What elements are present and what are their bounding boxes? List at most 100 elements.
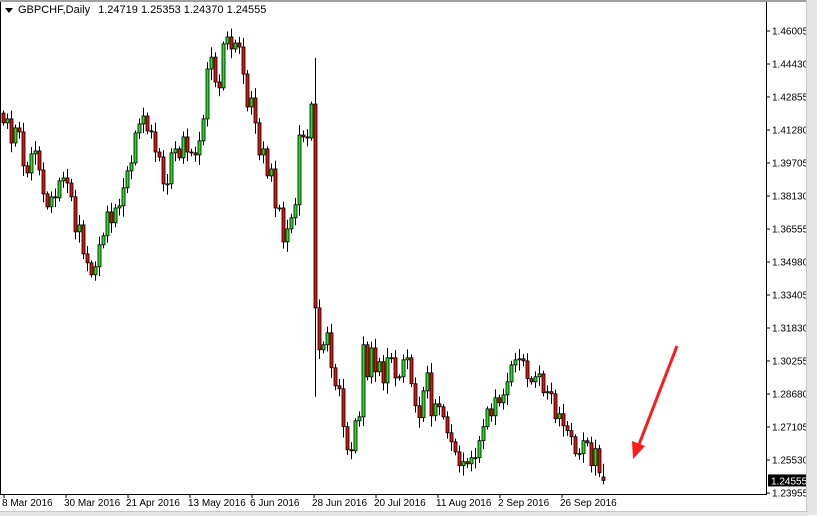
bear-candle-body (345, 426, 350, 451)
candle (333, 363, 338, 391)
dropdown-triangle-icon[interactable] (5, 7, 13, 13)
bear-candle-body (333, 367, 338, 387)
candle (541, 370, 546, 397)
bear-candle-body (365, 344, 370, 378)
candle (505, 372, 510, 405)
candle (473, 447, 478, 469)
candle (497, 394, 502, 407)
bear-candle-body (189, 151, 194, 154)
bear-candle-body (445, 416, 450, 434)
bull-candle-body (501, 394, 506, 404)
bear-candle-body (241, 46, 246, 75)
bear-candle-body (281, 207, 286, 243)
candle (261, 141, 266, 164)
date-tick-label: 13 May 2016 (188, 498, 246, 509)
candle (113, 203, 118, 228)
candle (145, 112, 150, 135)
bear-candle-body (73, 196, 78, 233)
window-right-edge (806, 0, 817, 515)
candle (193, 146, 198, 162)
candle (65, 168, 70, 194)
candle (101, 232, 106, 249)
bull-candle-body (49, 196, 54, 208)
bear-candle-body (25, 165, 30, 174)
candle (105, 205, 110, 243)
candle (205, 62, 210, 127)
bear-candle-body (305, 136, 310, 139)
bull-candle-body (261, 148, 266, 156)
bull-candle-body (537, 373, 542, 378)
price-tick-label: 1.39705 (772, 159, 809, 170)
window-top-border (0, 0, 808, 2)
candle (569, 423, 574, 446)
candle (109, 202, 114, 233)
candle (357, 411, 362, 427)
current-price-value: 1.24555 (771, 476, 808, 487)
bull-candle-body (297, 134, 302, 206)
bear-candle-body (525, 360, 530, 380)
bear-candle-body (597, 448, 602, 474)
bull-candle-body (141, 115, 146, 125)
candle (185, 128, 190, 162)
candle (25, 161, 30, 178)
candle (5, 113, 10, 129)
bear-candle-body (529, 378, 534, 383)
bull-candle-body (309, 103, 314, 139)
bull-candle-body (105, 211, 110, 237)
symbol-timeframe: GBPCHF,Daily (18, 4, 91, 16)
bear-candle-body (437, 403, 442, 408)
bear-candle-body (349, 449, 354, 452)
bear-candle-body (153, 131, 158, 153)
bear-candle-body (229, 36, 234, 50)
price-tick-label: 1.41280 (772, 126, 809, 137)
bull-candle-body (33, 150, 38, 155)
candle (445, 411, 450, 439)
candle (425, 365, 430, 399)
bull-candle-body (77, 224, 82, 233)
date-tick-label: 2 Sep 2016 (498, 498, 550, 509)
candle (589, 436, 594, 473)
candle (493, 389, 498, 426)
candle (49, 191, 54, 213)
bear-candle-body (41, 169, 46, 195)
bull-candle-body (533, 376, 538, 383)
bull-candle-body (285, 228, 290, 243)
bull-candle-body (361, 344, 366, 418)
bear-candle-body (85, 253, 90, 264)
bear-candle-body (45, 193, 50, 208)
candle (393, 350, 398, 387)
candle (601, 463, 606, 485)
bear-candle-body (337, 385, 342, 390)
bull-candle-body (61, 177, 66, 182)
candle (329, 323, 334, 378)
candle (469, 450, 474, 472)
bear-candle-body (177, 148, 182, 159)
candle (273, 160, 278, 218)
candle (597, 444, 602, 478)
bull-candle-body (461, 461, 466, 467)
candle (73, 189, 78, 240)
bear-candle-body (21, 131, 26, 167)
candle (573, 434, 578, 457)
bear-candle-body (329, 332, 334, 369)
candle (177, 146, 182, 161)
candle (461, 452, 466, 476)
candle (269, 163, 274, 182)
bull-candle-body (389, 357, 394, 360)
bear-candle-body (89, 262, 94, 276)
candle (9, 110, 14, 153)
candle (13, 124, 18, 147)
candle (85, 246, 90, 272)
bull-candle-body (557, 413, 562, 420)
candle (181, 131, 186, 164)
bear-candle-body (489, 408, 494, 417)
current-price-label: 1.24555 (768, 474, 808, 487)
bull-candle-body (165, 183, 170, 186)
bull-candle-body (277, 207, 282, 210)
bear-candle-body (161, 156, 166, 185)
bull-candle-body (181, 136, 186, 159)
bear-candle-body (553, 393, 558, 420)
time-axis: 8 Mar 2016 30 Mar 2016 21 Apr 2016 13 May 2… (2, 495, 617, 509)
bull-candle-body (481, 426, 486, 442)
